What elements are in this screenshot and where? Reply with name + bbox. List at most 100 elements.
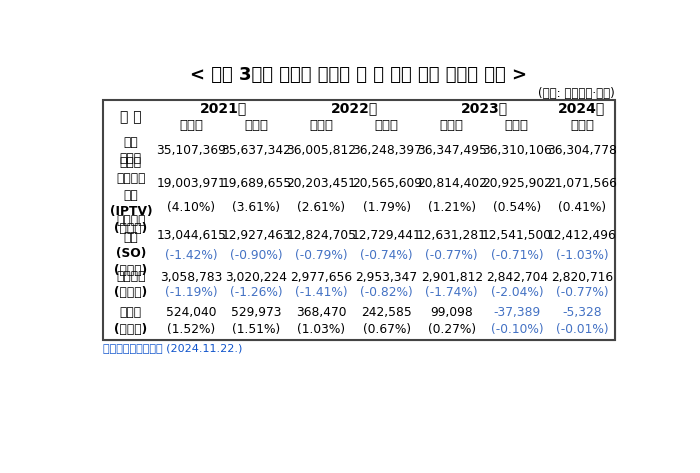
Text: 하반기: 하반기 <box>244 119 269 132</box>
Text: 12,729,441: 12,729,441 <box>352 229 421 242</box>
Bar <box>159 302 224 340</box>
Text: 35,107,369: 35,107,369 <box>156 144 226 157</box>
Bar <box>103 223 159 268</box>
Text: 20,203,451: 20,203,451 <box>286 176 356 190</box>
Text: (1.21%): (1.21%) <box>428 201 476 214</box>
Text: (-0.79%): (-0.79%) <box>295 249 348 262</box>
Bar <box>419 117 484 134</box>
Text: (-0.10%): (-0.10%) <box>491 323 543 336</box>
Bar <box>159 134 224 167</box>
Text: 과학기술정보통신부 (2024.11.22.): 과학기술정보통신부 (2024.11.22.) <box>103 343 242 353</box>
Bar <box>419 223 484 268</box>
Text: 하반기: 하반기 <box>374 119 399 132</box>
Text: (-1.19%): (-1.19%) <box>165 286 218 298</box>
Text: 상반기: 상반기 <box>570 119 594 132</box>
Bar <box>550 223 615 268</box>
Bar <box>484 302 550 340</box>
Bar <box>289 134 354 167</box>
Bar <box>484 134 550 167</box>
Text: (4.10%): (4.10%) <box>167 201 216 214</box>
Bar <box>354 167 419 223</box>
Text: 전체
가입자: 전체 가입자 <box>120 136 142 166</box>
Text: (-0.77%): (-0.77%) <box>426 249 478 262</box>
Bar <box>159 167 224 223</box>
Bar <box>550 167 615 223</box>
Bar <box>550 134 615 167</box>
Bar <box>419 167 484 223</box>
Bar <box>224 167 289 223</box>
Bar <box>289 223 354 268</box>
Text: 12,824,705: 12,824,705 <box>286 229 356 242</box>
Bar <box>419 302 484 340</box>
Bar <box>224 134 289 167</box>
Text: (-0.90%): (-0.90%) <box>230 249 283 262</box>
Text: 20,925,902: 20,925,902 <box>482 176 552 190</box>
Bar <box>550 268 615 302</box>
Text: 12,631,281: 12,631,281 <box>416 229 486 242</box>
Bar <box>103 167 159 223</box>
Bar <box>354 302 419 340</box>
Text: (단위: 단말장치·단자): (단위: 단말장치·단자) <box>538 87 615 100</box>
Text: (1.52%): (1.52%) <box>167 323 216 336</box>
Bar <box>159 100 289 117</box>
Text: 구 분: 구 분 <box>120 110 141 124</box>
Text: (-0.82%): (-0.82%) <box>360 286 413 298</box>
Bar <box>484 223 550 268</box>
Bar <box>159 223 224 268</box>
Text: 3,058,783: 3,058,783 <box>160 271 223 284</box>
Text: 2023년: 2023년 <box>461 101 508 115</box>
Bar <box>419 268 484 302</box>
Text: 3,020,224: 3,020,224 <box>225 271 288 284</box>
Text: 35,637,342: 35,637,342 <box>221 144 291 157</box>
Bar <box>224 302 289 340</box>
Text: (-1.03%): (-1.03%) <box>556 249 608 262</box>
Bar <box>103 100 615 340</box>
Bar <box>354 117 419 134</box>
Text: 2,977,656: 2,977,656 <box>290 271 353 284</box>
Text: (0.27%): (0.27%) <box>428 323 476 336</box>
Bar <box>419 100 550 117</box>
Bar <box>103 100 159 134</box>
Text: 20,565,609: 20,565,609 <box>351 176 421 190</box>
Text: (0.54%): (0.54%) <box>493 201 541 214</box>
Bar <box>484 268 550 302</box>
Bar <box>354 268 419 302</box>
Text: 2021년: 2021년 <box>200 101 248 115</box>
Text: 12,412,496: 12,412,496 <box>547 229 617 242</box>
Text: 36,347,495: 36,347,495 <box>416 144 486 157</box>
Bar <box>103 134 159 167</box>
Text: 20,814,402: 20,814,402 <box>416 176 486 190</box>
Bar <box>484 167 550 223</box>
Text: (1.79%): (1.79%) <box>363 201 411 214</box>
Text: (-1.41%): (-1.41%) <box>295 286 348 298</box>
Text: (1.51%): (1.51%) <box>232 323 281 336</box>
Bar <box>550 100 615 117</box>
Text: 2,842,704: 2,842,704 <box>486 271 548 284</box>
Text: (3.61%): (3.61%) <box>232 201 281 214</box>
Text: 하반기: 하반기 <box>505 119 529 132</box>
Text: 종합유선
방송
(SO)
(증감률): 종합유선 방송 (SO) (증감률) <box>114 214 148 277</box>
Bar <box>289 117 354 134</box>
Text: 529,973: 529,973 <box>231 306 281 319</box>
Text: (-1.42%): (-1.42%) <box>165 249 218 262</box>
Bar <box>224 268 289 302</box>
Text: (2.61%): (2.61%) <box>298 201 346 214</box>
Text: (-0.01%): (-0.01%) <box>556 323 608 336</box>
Text: -37,389: -37,389 <box>494 306 540 319</box>
Text: 상반기: 상반기 <box>179 119 204 132</box>
Bar <box>484 117 550 134</box>
Text: 36,310,106: 36,310,106 <box>482 144 552 157</box>
Text: 2,953,347: 2,953,347 <box>356 271 418 284</box>
Bar <box>159 268 224 302</box>
Text: (-0.71%): (-0.71%) <box>491 249 543 262</box>
Text: 2024년: 2024년 <box>559 101 606 115</box>
Text: (0.67%): (0.67%) <box>363 323 411 336</box>
Text: 12,927,463: 12,927,463 <box>222 229 291 242</box>
Text: -5,328: -5,328 <box>562 306 602 319</box>
Text: 21,071,566: 21,071,566 <box>547 176 617 190</box>
Text: 524,040: 524,040 <box>166 306 216 319</box>
Text: 증감폭
(증감률): 증감폭 (증감률) <box>114 306 148 336</box>
Bar <box>354 134 419 167</box>
Bar <box>289 302 354 340</box>
Bar <box>103 268 159 302</box>
